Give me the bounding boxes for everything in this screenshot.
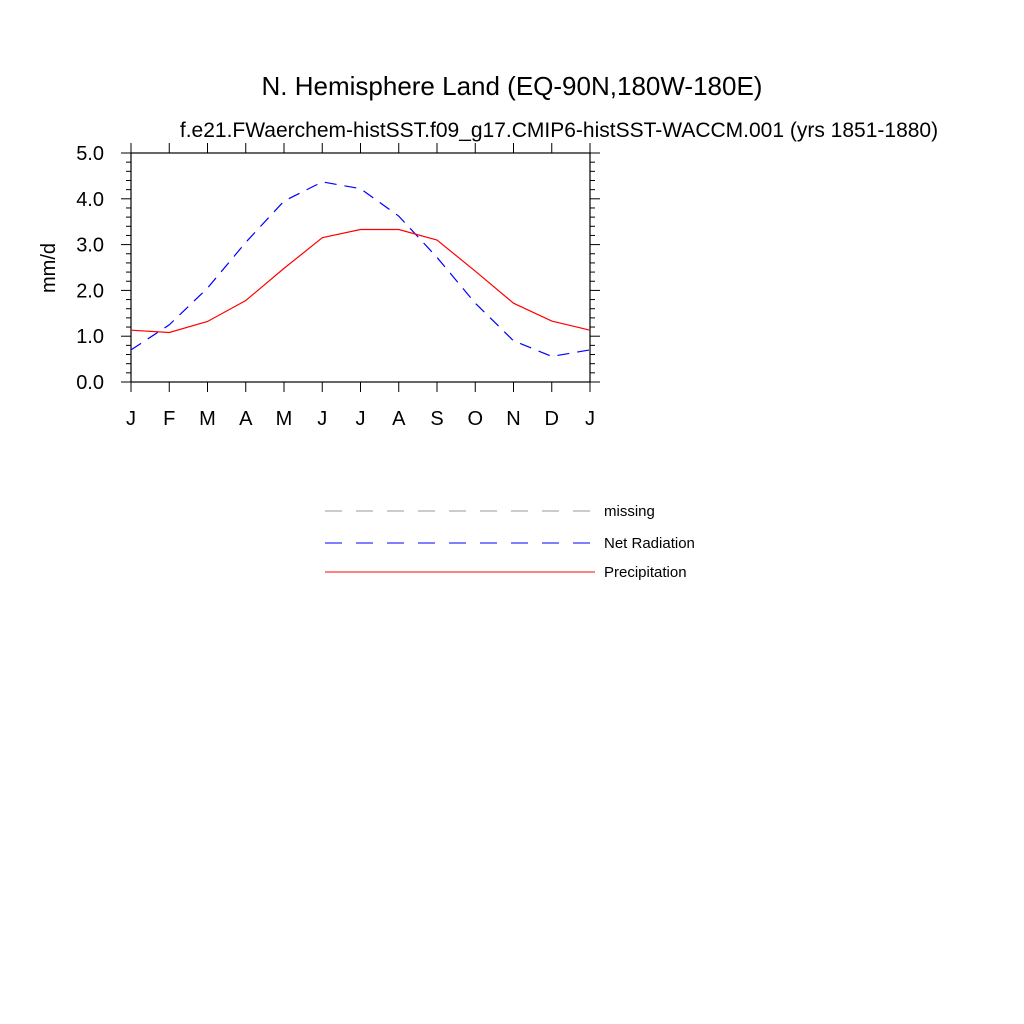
x-tick-label: J — [126, 408, 136, 430]
y-tick-label: 2.0 — [76, 280, 104, 302]
legend-label: Precipitation — [604, 564, 687, 581]
x-tick-label: J — [585, 408, 595, 430]
x-tick-label: M — [276, 408, 293, 430]
series-layer — [130, 181, 591, 358]
chart-subtitle: f.e21.FWaerchem-histSST.f09_g17.CMIP6-hi… — [180, 119, 938, 142]
legend-label: missing — [604, 503, 655, 520]
y-axis-label: mm/d — [38, 243, 60, 293]
y-tick-label: 5.0 — [76, 143, 104, 165]
x-tick-label: M — [199, 408, 216, 430]
axis-ticks: 0.0 1.0 2.0 3.0 4.0 5.0 J F M A M J J A S O N D J — [76, 143, 600, 430]
plot-border — [130, 152, 591, 383]
legend: missing Net Radiation Precipitation — [325, 503, 695, 581]
y-tick-label: 0.0 — [76, 372, 104, 394]
legend-label: Net Radiation — [604, 535, 695, 552]
x-tick-label: J — [356, 408, 366, 430]
chart-title: N. Hemisphere Land (EQ-90N,180W-180E) — [262, 71, 763, 101]
x-tick-label: A — [392, 408, 406, 430]
x-tick-label: D — [545, 408, 559, 430]
x-tick-label: A — [239, 408, 253, 430]
x-tick-label: N — [506, 408, 520, 430]
y-tick-label: 4.0 — [76, 189, 104, 211]
y-tick-label: 3.0 — [76, 235, 104, 257]
series-line-precipitation — [130, 228, 591, 334]
plot-frame — [130, 152, 591, 383]
x-tick-label: S — [430, 408, 443, 430]
x-tick-label: J — [317, 408, 327, 430]
x-tick-label: F — [163, 408, 175, 430]
y-tick-label: 1.0 — [76, 326, 104, 348]
series-line-net-radiation — [130, 181, 591, 358]
x-tick-label: O — [467, 408, 483, 430]
